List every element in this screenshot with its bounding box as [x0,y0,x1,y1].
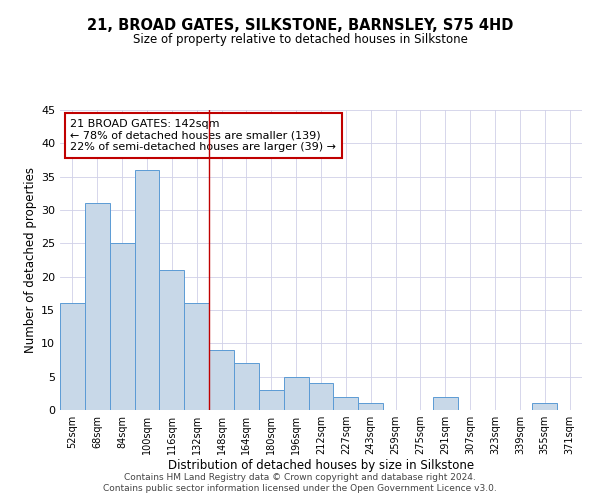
Bar [234,364,259,410]
Text: 21 BROAD GATES: 142sqm
← 78% of detached houses are smaller (139)
22% of semi-de: 21 BROAD GATES: 142sqm ← 78% of detached… [70,119,337,152]
Bar [85,204,110,410]
Bar [209,350,234,410]
Bar [60,304,85,410]
Bar [358,404,383,410]
Bar [433,396,458,410]
Bar [532,404,557,410]
Bar [184,304,209,410]
Bar [284,376,308,410]
X-axis label: Distribution of detached houses by size in Silkstone: Distribution of detached houses by size … [168,458,474,471]
Text: Contains HM Land Registry data © Crown copyright and database right 2024.: Contains HM Land Registry data © Crown c… [124,472,476,482]
Bar [259,390,284,410]
Text: Contains public sector information licensed under the Open Government Licence v3: Contains public sector information licen… [103,484,497,493]
Bar [134,170,160,410]
Text: Size of property relative to detached houses in Silkstone: Size of property relative to detached ho… [133,32,467,46]
Bar [110,244,134,410]
Bar [308,384,334,410]
Bar [334,396,358,410]
Bar [160,270,184,410]
Y-axis label: Number of detached properties: Number of detached properties [24,167,37,353]
Text: 21, BROAD GATES, SILKSTONE, BARNSLEY, S75 4HD: 21, BROAD GATES, SILKSTONE, BARNSLEY, S7… [87,18,513,32]
